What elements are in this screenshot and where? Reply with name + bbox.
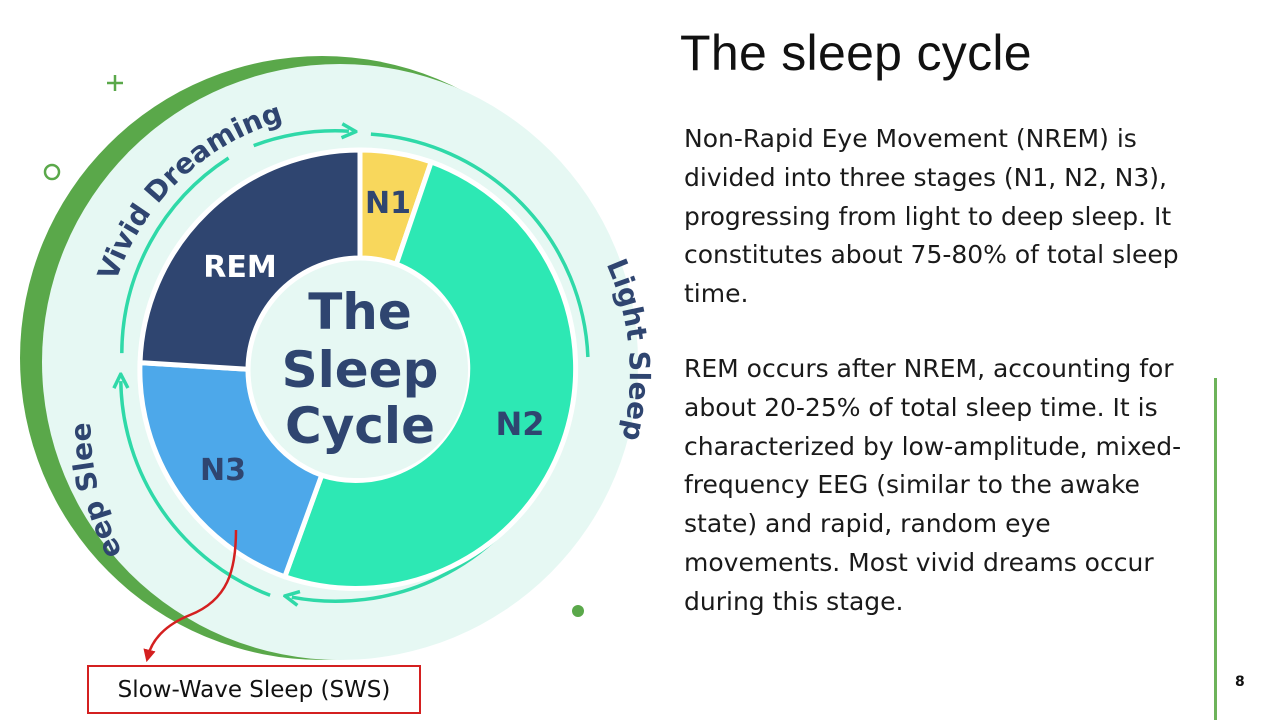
center-title-line-2: Sleep xyxy=(282,341,439,399)
cycle-arrow-right xyxy=(370,132,590,358)
segment-label-n2: N2 xyxy=(495,405,544,443)
segment-label-n3: N3 xyxy=(200,453,246,488)
cycle-arrow-top xyxy=(253,131,349,148)
center-title-line-3: Cycle xyxy=(285,397,435,455)
plus-icon xyxy=(107,75,123,91)
callout-arrow xyxy=(143,529,238,663)
page-number: 8 xyxy=(1235,674,1245,690)
ring-decoration-icon xyxy=(43,163,61,181)
segment-label-n1: N1 xyxy=(365,186,411,221)
sleep-cycle-diagram: N1 N2 N3 REM The Sleep Cycle Vivid Dream… xyxy=(0,0,656,663)
rem-description: REM occurs after NREM, accounting for ab… xyxy=(684,354,1182,616)
slide-title: The sleep cycle xyxy=(680,25,1032,81)
segment-n3 xyxy=(137,360,325,580)
segment-label-rem: REM xyxy=(203,250,276,285)
accent-divider xyxy=(1214,378,1217,720)
nrem-description: Non-Rapid Eye Movement (NREM) is divided… xyxy=(684,124,1179,309)
cycle-arrow-deep xyxy=(121,381,271,597)
cycle-arrow-vivid xyxy=(120,156,230,354)
center-title-line-1: The xyxy=(308,283,412,341)
sws-callout-box: Slow-Wave Sleep (SWS) xyxy=(87,665,421,714)
center-disc xyxy=(252,262,468,478)
segment-rem xyxy=(137,147,363,372)
dot-decoration-icon xyxy=(572,605,584,617)
